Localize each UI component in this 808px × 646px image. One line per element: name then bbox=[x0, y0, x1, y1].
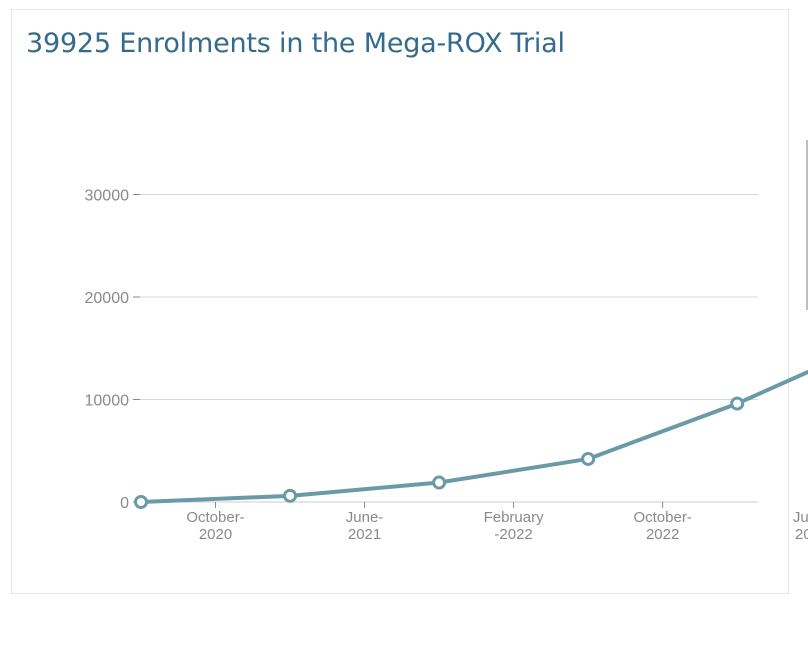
y-tick-label: 20000 bbox=[85, 290, 130, 307]
scrollbar-edge bbox=[806, 140, 808, 310]
x-tick-label: October-2022 bbox=[633, 509, 691, 543]
data-point bbox=[730, 396, 745, 411]
y-tick-label: 30000 bbox=[85, 188, 130, 205]
x-tick-label: February -2022 bbox=[484, 509, 545, 543]
y-tick-label: 10000 bbox=[85, 393, 130, 410]
x-tick-label: October-2020 bbox=[186, 509, 244, 543]
data-point bbox=[432, 475, 447, 490]
axes: 0 10000 20000 30000 October-2020 June-2021 Feb… bbox=[85, 188, 808, 544]
data-point bbox=[283, 488, 298, 503]
series-line-layer bbox=[139, 369, 808, 504]
series-line bbox=[139, 369, 808, 504]
x-tick-label: June-2023 bbox=[793, 509, 808, 543]
gridlines bbox=[140, 194, 758, 400]
data-point bbox=[134, 495, 148, 509]
chart-title: 39925 Enrolments in the Mega-ROX Trial bbox=[26, 28, 565, 59]
y-tick-label: 0 bbox=[120, 495, 129, 512]
x-tick-label: June-2021 bbox=[346, 509, 384, 543]
data-point bbox=[581, 451, 596, 466]
data-points bbox=[134, 396, 745, 509]
